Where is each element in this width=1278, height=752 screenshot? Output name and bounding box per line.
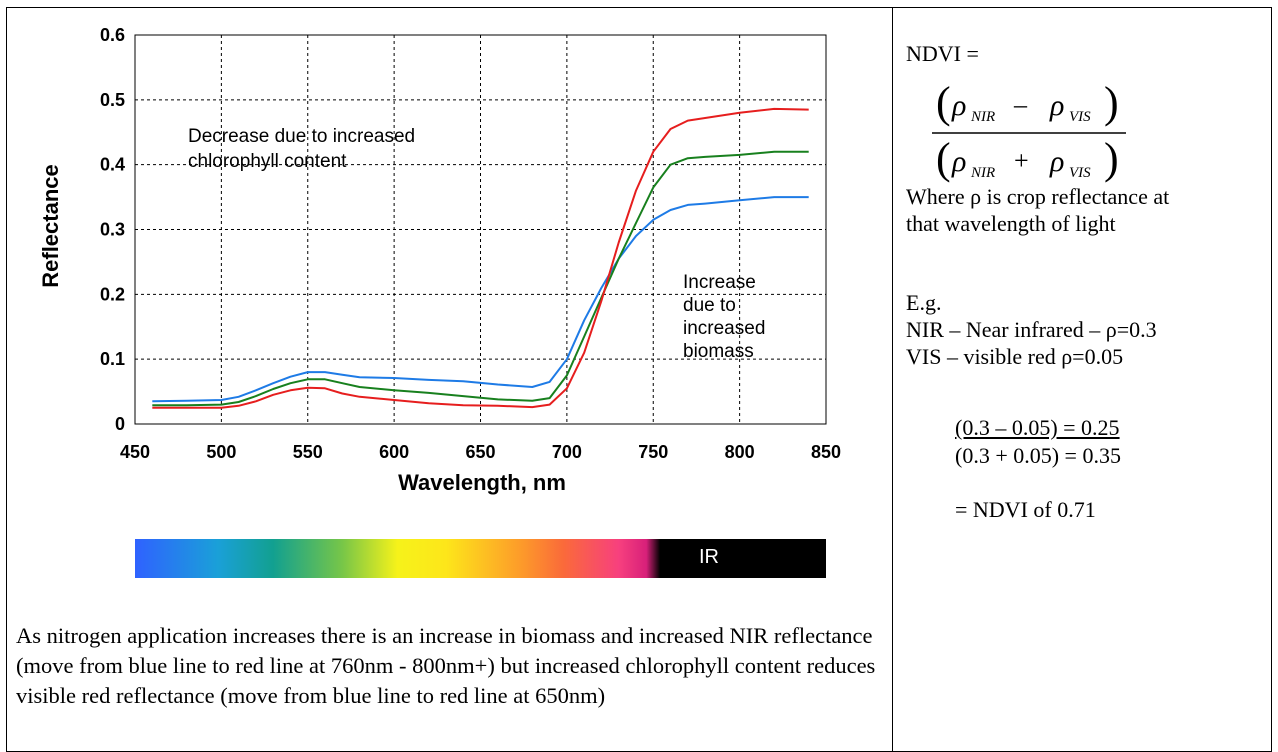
- y-tick-label: 0.5: [100, 90, 125, 110]
- annotation-line: Decrease due to increased: [188, 126, 415, 147]
- x-tick-label: 750: [638, 442, 668, 462]
- numerator-close-paren: ): [1104, 78, 1119, 127]
- where-line-1: Where ρ is crop reflectance at: [906, 184, 1170, 209]
- x-tick-label: 550: [293, 442, 323, 462]
- chart-series: [152, 107, 809, 409]
- y-tick-label: 0.6: [100, 25, 125, 45]
- y-tick-labels: 0 0.1 0.2 0.3 0.4 0.5 0.6: [100, 25, 125, 434]
- annotation-line: increased: [683, 318, 765, 339]
- y-tick-label: 0.4: [100, 155, 125, 175]
- annotation-line: biomass: [683, 341, 754, 362]
- denominator-close-paren: ): [1104, 134, 1119, 183]
- light-spectrum-bar: [135, 539, 826, 578]
- plot-border: [134, 34, 827, 425]
- y-tick-label: 0.2: [100, 284, 125, 304]
- green-reflectance-line: [152, 150, 809, 407]
- numerator-open-paren: (: [936, 78, 951, 127]
- denominator-nir-subscript: NIR: [970, 165, 995, 181]
- nir-example: NIR – Near infrared – ρ=0.3: [906, 317, 1157, 342]
- ndvi-heading: NDVI =: [906, 41, 979, 66]
- y-tick-label: 0.1: [100, 349, 125, 369]
- ndvi-result: = NDVI of 0.71: [955, 497, 1096, 522]
- denominator-plus: +: [1014, 146, 1029, 175]
- x-tick-label: 800: [725, 442, 755, 462]
- numerator-vis-subscript: VIS: [1069, 109, 1091, 125]
- numerator-rho-nir: ρ: [951, 89, 966, 122]
- denominator-open-paren: (: [936, 134, 951, 183]
- denominator-vis-subscript: VIS: [1069, 165, 1091, 181]
- x-tick-labels: 450 500 550 600 650 700 750 800 850: [120, 442, 841, 462]
- column-divider: [892, 7, 893, 752]
- x-tick-label: 650: [465, 442, 495, 462]
- numerator-nir-subscript: NIR: [970, 109, 995, 125]
- x-tick-label: 450: [120, 442, 150, 462]
- x-tick-label: 700: [552, 442, 582, 462]
- denominator-rho-vis: ρ: [1049, 145, 1064, 178]
- vis-example: VIS – visible red ρ=0.05: [906, 344, 1124, 369]
- ndvi-formula: ( ρ NIR – ρ VIS ) ( ρ NIR + ρ VIS ): [932, 78, 1126, 183]
- annotation-biomass: Increase due to increased biomass: [683, 272, 765, 362]
- calc-denominator: (0.3 + 0.05) = 0.35: [955, 443, 1121, 468]
- chart-annotations: Decrease due to increased chlorophyll con…: [188, 126, 765, 362]
- ndvi-explanation: Where ρ is crop reflectance at that wave…: [906, 183, 1268, 370]
- denominator-rho-nir: ρ: [951, 145, 966, 178]
- red-reflectance-line: [152, 107, 809, 409]
- ndvi-calculation: (0.3 – 0.05) = 0.25 (0.3 + 0.05) = 0.35 …: [955, 414, 1205, 524]
- numerator-minus: –: [1013, 90, 1028, 119]
- where-line-2: that wavelength of light: [906, 211, 1116, 236]
- example-heading: E.g.: [906, 290, 942, 315]
- numerator-rho-vis: ρ: [1049, 89, 1064, 122]
- x-tick-label: 600: [379, 442, 409, 462]
- reflectance-chart: 450 500 550 600 650 700 750 800 850 0 0.1 0.2 0.3 0.…: [38, 25, 841, 495]
- explanation-caption: As nitrogen application increases there …: [16, 623, 876, 708]
- y-axis-title: Reflectance: [38, 164, 63, 288]
- annotation-line: due to: [683, 295, 736, 316]
- calc-numerator: (0.3 – 0.05) = 0.25: [955, 415, 1120, 440]
- annotation-line: chlorophyll content: [188, 151, 347, 172]
- ndvi-panel: NDVI =: [906, 40, 1268, 67]
- x-tick-label: 500: [206, 442, 236, 462]
- spectrum-ir-label: IR: [699, 546, 719, 568]
- blue-reflectance-line: [152, 196, 809, 403]
- y-tick-label: 0: [115, 414, 125, 434]
- x-axis-title: Wavelength, nm: [398, 470, 566, 495]
- annotation-line: Increase: [683, 272, 756, 293]
- chart-grid: [135, 35, 826, 424]
- annotation-chlorophyll: Decrease due to increased chlorophyll con…: [188, 126, 415, 172]
- y-tick-label: 0.3: [100, 220, 125, 240]
- x-tick-label: 850: [811, 442, 841, 462]
